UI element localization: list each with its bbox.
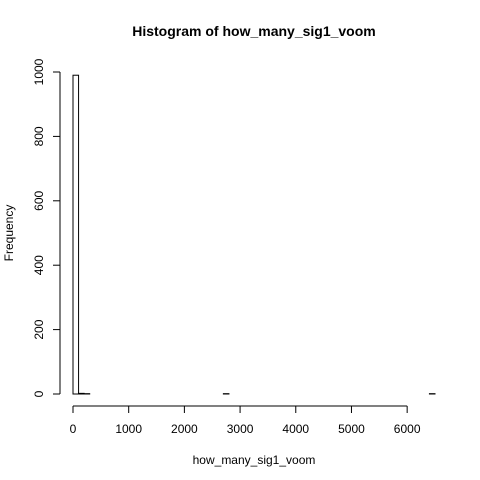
- x-tick-label: 3000: [227, 422, 254, 436]
- x-tick-label: 6000: [394, 422, 421, 436]
- y-tick-label: 800: [32, 126, 46, 146]
- y-axis-label: Frequency: [2, 205, 16, 262]
- y-tick-label: 1000: [32, 58, 46, 85]
- x-tick-label: 1000: [115, 422, 142, 436]
- bars-group: [72, 74, 436, 395]
- x-tick-label: 2000: [171, 422, 198, 436]
- y-tick-label: 200: [32, 319, 46, 339]
- x-tick-label: 0: [70, 422, 77, 436]
- x-axis-label: how_many_sig1_voom: [193, 453, 316, 467]
- y-axis: 0 200 400 600 800 1000: [32, 58, 61, 397]
- x-tick-label: 4000: [282, 422, 309, 436]
- y-tick-label: 600: [32, 190, 46, 210]
- histogram-bar: [72, 74, 80, 395]
- chart-title: Histogram of how_many_sig1_voom: [132, 23, 376, 39]
- y-tick-label: 400: [32, 255, 46, 275]
- x-axis: 0 1000 2000 3000 4000 5000 6000: [70, 405, 421, 436]
- x-tick-label: 5000: [338, 422, 365, 436]
- y-tick-label: 0: [32, 390, 46, 397]
- histogram-bar: [78, 392, 85, 395]
